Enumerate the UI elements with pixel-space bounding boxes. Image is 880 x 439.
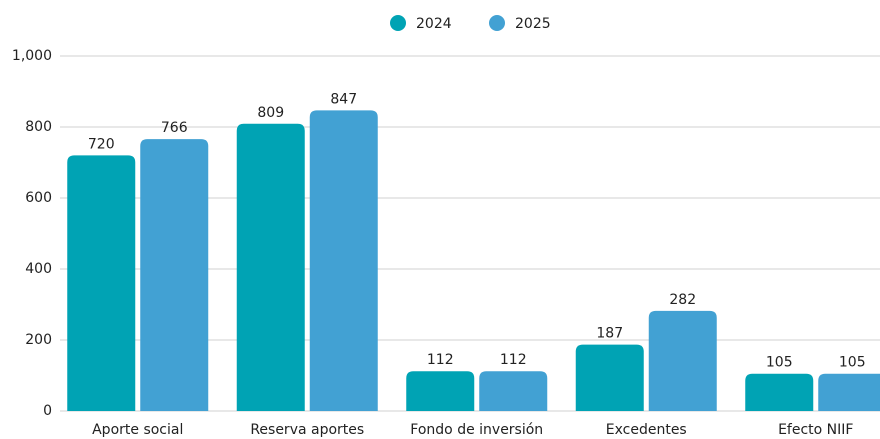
bar [309,110,378,411]
data-label: 809 [257,105,284,121]
bar [479,371,548,411]
data-label: 105 [839,355,866,371]
y-tick-label: 800 [25,119,52,135]
data-label: 112 [500,352,527,368]
y-tick-label: 600 [25,190,52,206]
bar [575,344,644,411]
data-label: 105 [766,355,793,371]
legend-swatch [489,15,505,31]
bar [648,310,717,411]
bar [745,373,814,411]
data-label: 187 [596,326,623,342]
bar [140,139,209,411]
bar [236,123,305,412]
y-tick-label: 0 [43,403,52,419]
data-label: 766 [161,120,188,136]
legend-label: 2024 [416,16,452,32]
legend-swatch [390,15,406,31]
y-tick-label: 1,000 [12,48,52,64]
bar [406,371,475,411]
legend-label: 2025 [515,16,551,32]
data-label: 720 [88,136,115,152]
x-tick-label: Reserva aportes [250,422,364,438]
data-label: 282 [669,292,696,308]
y-tick-label: 400 [25,261,52,277]
y-tick-label: 200 [25,332,52,348]
x-tick-label: Aporte social [92,422,183,438]
x-tick-label: Excedentes [606,422,687,438]
data-label: 847 [330,91,357,107]
bar [67,155,136,411]
bar [818,373,880,411]
x-tick-label: Fondo de inversión [410,422,543,438]
x-tick-label: Efecto NIIF [778,422,853,438]
data-label: 112 [427,352,454,368]
